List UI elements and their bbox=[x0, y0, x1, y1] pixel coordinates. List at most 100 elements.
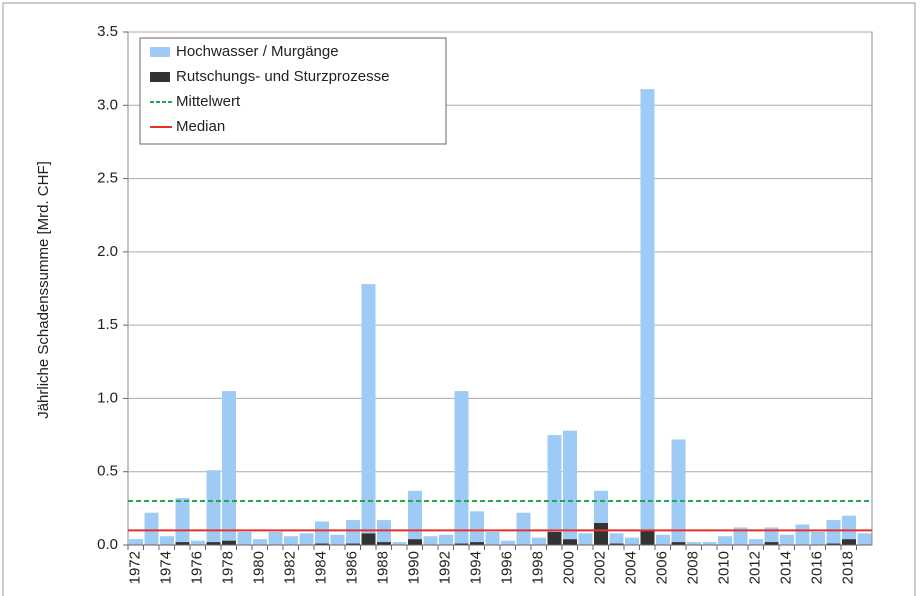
x-tick-label: 2016 bbox=[809, 551, 826, 584]
bar bbox=[671, 439, 686, 543]
bar bbox=[733, 527, 748, 545]
x-tick-label: 2010 bbox=[716, 551, 733, 584]
bar bbox=[656, 534, 670, 545]
bar bbox=[826, 543, 841, 545]
bar bbox=[454, 391, 469, 544]
x-tick-label: 1990 bbox=[406, 551, 423, 584]
bar bbox=[857, 533, 872, 545]
x-tick-label: 1998 bbox=[530, 551, 547, 584]
x-tick-label: 1984 bbox=[313, 551, 330, 584]
bar bbox=[408, 539, 422, 545]
bar bbox=[532, 537, 546, 545]
bar bbox=[547, 531, 562, 545]
x-tick-label: 1986 bbox=[344, 551, 361, 584]
bar bbox=[330, 534, 345, 545]
bar bbox=[470, 511, 484, 543]
bar bbox=[361, 284, 376, 534]
bar bbox=[671, 542, 686, 545]
y-tick-label: 1.5 bbox=[97, 316, 118, 333]
bar bbox=[315, 521, 329, 544]
bar bbox=[144, 512, 159, 545]
x-tick-label: 2002 bbox=[592, 551, 609, 584]
bar bbox=[408, 490, 422, 540]
bar bbox=[346, 520, 360, 544]
bar bbox=[625, 537, 639, 545]
x-tick-label: 1978 bbox=[220, 551, 237, 584]
bar bbox=[563, 430, 577, 540]
bar bbox=[718, 536, 732, 545]
legend-label: Rutschungs- und Sturzprozesse bbox=[176, 68, 389, 85]
bar bbox=[206, 470, 221, 543]
x-tick-label: 1976 bbox=[189, 551, 206, 584]
bar bbox=[640, 530, 655, 545]
bar bbox=[160, 536, 174, 545]
bar bbox=[237, 531, 252, 545]
bar bbox=[842, 515, 856, 540]
bar bbox=[206, 542, 221, 545]
bar bbox=[253, 539, 267, 545]
x-tick-label: 2006 bbox=[654, 551, 671, 584]
legend: Hochwasser / Murgänge Rutschungs- und Stu… bbox=[139, 37, 447, 145]
x-tick-label: 1972 bbox=[127, 551, 144, 584]
x-tick-label: 1982 bbox=[282, 551, 299, 584]
bar bbox=[423, 536, 438, 545]
legend-label: Median bbox=[176, 118, 225, 135]
bar bbox=[702, 542, 717, 545]
bar bbox=[764, 542, 779, 545]
bar bbox=[222, 391, 236, 541]
bar bbox=[687, 542, 701, 545]
y-tick-label: 2.0 bbox=[97, 243, 118, 260]
x-tick-label: 2018 bbox=[840, 551, 857, 584]
bar bbox=[563, 539, 577, 545]
bar bbox=[516, 512, 531, 545]
x-tick-label: 1980 bbox=[251, 551, 268, 584]
bar bbox=[609, 533, 624, 544]
bar bbox=[377, 542, 391, 545]
y-tick-label: 3.0 bbox=[97, 96, 118, 113]
bar bbox=[454, 543, 469, 545]
bar bbox=[315, 543, 329, 545]
x-tick-label: 1994 bbox=[468, 551, 485, 584]
x-tick-label: 2000 bbox=[561, 551, 578, 584]
y-tick-label: 3.5 bbox=[97, 23, 118, 40]
x-tick-label: 2008 bbox=[685, 551, 702, 584]
bar bbox=[222, 540, 236, 545]
bar bbox=[609, 543, 624, 545]
bar bbox=[501, 540, 515, 545]
bar bbox=[485, 531, 500, 545]
x-tick-label: 1974 bbox=[158, 551, 175, 584]
x-tick-label: 2004 bbox=[623, 551, 640, 584]
bar bbox=[175, 498, 190, 543]
legend-label: Mittelwert bbox=[176, 93, 241, 110]
bar bbox=[129, 539, 143, 545]
x-tick-label: 1996 bbox=[499, 551, 516, 584]
x-tick-label: 1988 bbox=[375, 551, 392, 584]
y-tick-label: 2.5 bbox=[97, 170, 118, 187]
bar bbox=[299, 533, 314, 545]
bar bbox=[346, 543, 360, 545]
bar bbox=[470, 542, 484, 545]
legend-swatch bbox=[150, 47, 170, 57]
y-tick-label: 0.0 bbox=[97, 536, 118, 553]
legend-label: Hochwasser / Murgänge bbox=[176, 43, 339, 60]
bar bbox=[578, 533, 593, 545]
bar bbox=[175, 542, 190, 545]
bar bbox=[826, 520, 841, 544]
x-tick-label: 1992 bbox=[437, 551, 454, 584]
y-tick-label: 0.5 bbox=[97, 463, 118, 480]
legend-swatch bbox=[150, 72, 170, 82]
bar bbox=[439, 534, 453, 545]
x-tick-label: 2012 bbox=[747, 551, 764, 584]
legend-box bbox=[139, 37, 447, 145]
bar bbox=[284, 536, 298, 545]
bar bbox=[268, 531, 283, 545]
bar bbox=[780, 534, 794, 545]
bar bbox=[842, 539, 856, 545]
y-axis-label: Jährliche Schadenssumme [Mrd. CHF] bbox=[35, 161, 52, 419]
bar bbox=[594, 490, 608, 524]
bar bbox=[361, 533, 376, 545]
bar bbox=[594, 523, 608, 545]
x-tick-label: 2014 bbox=[778, 551, 795, 584]
bar bbox=[640, 89, 655, 531]
